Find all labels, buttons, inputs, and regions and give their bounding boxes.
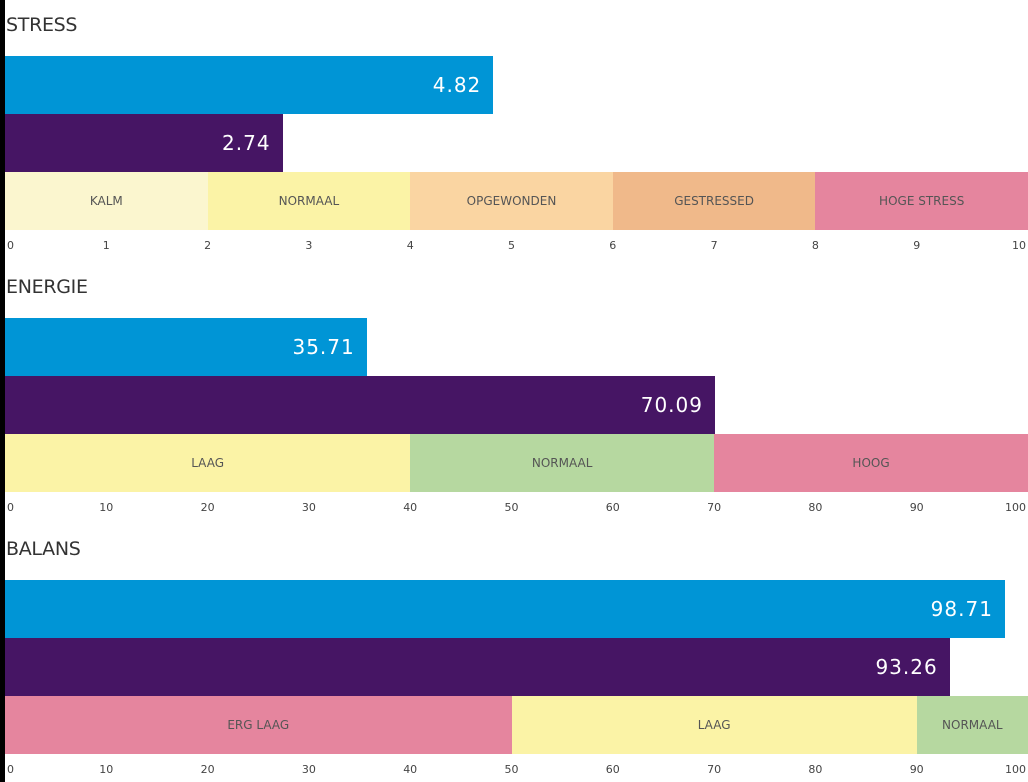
range-band-erg-laag: ERG LAAG xyxy=(5,696,512,754)
band-label: OPGEWONDEN xyxy=(466,194,557,208)
x-tick-label: 60 xyxy=(605,763,620,776)
x-tick-label: 4 xyxy=(406,239,414,252)
range-band-laag: LAAG xyxy=(5,434,411,492)
range-band-kalm: KALM xyxy=(5,172,208,230)
x-tick-label: 80 xyxy=(808,501,823,514)
x-tick-label: 40 xyxy=(403,763,418,776)
chart-title: STRESS xyxy=(6,14,78,36)
band-label: LAAG xyxy=(191,456,224,470)
band-label: NORMAAL xyxy=(942,718,1003,732)
energie-chart: ENERGIE 35.71 70.09 LAAG NORMAAL HOOG 0 10 20 30… xyxy=(0,276,1028,521)
bar-value-label: 35.71 xyxy=(292,335,355,359)
x-tick-label: 0 xyxy=(7,501,14,514)
range-band-gestressed: GESTRESSED xyxy=(612,172,816,230)
range-band-laag: LAAG xyxy=(511,696,917,754)
x-tick-label: 90 xyxy=(909,501,924,514)
bar-value-label: 70.09 xyxy=(640,393,703,417)
x-tick-label: 50 xyxy=(504,763,519,776)
band-label: GESTRESSED xyxy=(674,194,754,208)
x-tick-label: 0 xyxy=(7,763,14,776)
range-band-hoge-stress: HOGE STRESS xyxy=(815,172,1028,230)
x-tick-label: 20 xyxy=(200,501,215,514)
range-band-hoog: HOOG xyxy=(714,434,1028,492)
band-label: HOGE STRESS xyxy=(879,194,965,208)
range-band-normaal: NORMAAL xyxy=(207,172,411,230)
band-label: LAAG xyxy=(697,718,731,732)
band-label: HOOG xyxy=(852,456,890,470)
x-tick-label: 7 xyxy=(710,239,718,252)
x-tick-label: 2 xyxy=(204,239,212,252)
x-tick-label: 70 xyxy=(707,763,722,776)
bar-value-label: 98.71 xyxy=(930,597,993,621)
x-tick-label: 100 xyxy=(1005,501,1026,514)
x-tick-label: 30 xyxy=(301,501,316,514)
x-tick-label: 1 xyxy=(102,239,110,252)
band-label: ERG LAAG xyxy=(227,718,290,732)
left-edge-border xyxy=(0,0,5,782)
bar-series-2: 2.74 xyxy=(5,114,283,172)
range-band-normaal: NORMAAL xyxy=(916,696,1028,754)
x-tick-label: 10 xyxy=(1012,239,1026,252)
x-tick-label: 20 xyxy=(200,763,215,776)
bar-series-1: 35.71 xyxy=(5,318,367,376)
band-label: NORMAAL xyxy=(278,194,340,208)
bar-value-label: 93.26 xyxy=(875,655,938,679)
stress-chart: STRESS 4.82 2.74 KALM NORMAAL OPGEWONDEN GEST… xyxy=(0,14,1028,259)
x-tick-label: 8 xyxy=(811,239,819,252)
bar-value-label: 4.82 xyxy=(432,73,482,97)
x-tick-label: 6 xyxy=(609,239,617,252)
x-tick-label: 10 xyxy=(99,501,114,514)
range-band-normaal: NORMAAL xyxy=(410,434,715,492)
band-label: KALM xyxy=(89,194,123,208)
x-tick-label: 40 xyxy=(403,501,418,514)
x-tick-label: 90 xyxy=(909,763,924,776)
bar-series-2: 93.26 xyxy=(5,638,950,696)
band-label: NORMAAL xyxy=(531,456,593,470)
x-tick-label: 0 xyxy=(7,239,14,252)
bar-value-label: 2.74 xyxy=(222,131,271,155)
x-tick-label: 5 xyxy=(508,239,515,252)
balans-chart: BALANS 98.71 93.26 ERG LAAG LAAG NORMAAL 0 10 2… xyxy=(0,538,1028,782)
x-tick-label: 3 xyxy=(305,239,313,252)
x-tick-label: 50 xyxy=(504,501,519,514)
chart-title: BALANS xyxy=(6,538,81,560)
x-tick-label: 70 xyxy=(707,501,722,514)
x-tick-label: 80 xyxy=(808,763,823,776)
x-tick-label: 100 xyxy=(1005,763,1026,776)
x-tick-label: 30 xyxy=(301,763,316,776)
range-band-opgewonden: OPGEWONDEN xyxy=(410,172,613,230)
bar-series-1: 98.71 xyxy=(5,580,1005,638)
x-tick-label: 9 xyxy=(913,239,921,252)
bar-series-2: 70.09 xyxy=(5,376,715,434)
chart-title: ENERGIE xyxy=(6,276,88,298)
x-tick-label: 60 xyxy=(605,501,620,514)
bar-series-1: 4.82 xyxy=(5,56,494,114)
x-tick-label: 10 xyxy=(99,763,114,776)
